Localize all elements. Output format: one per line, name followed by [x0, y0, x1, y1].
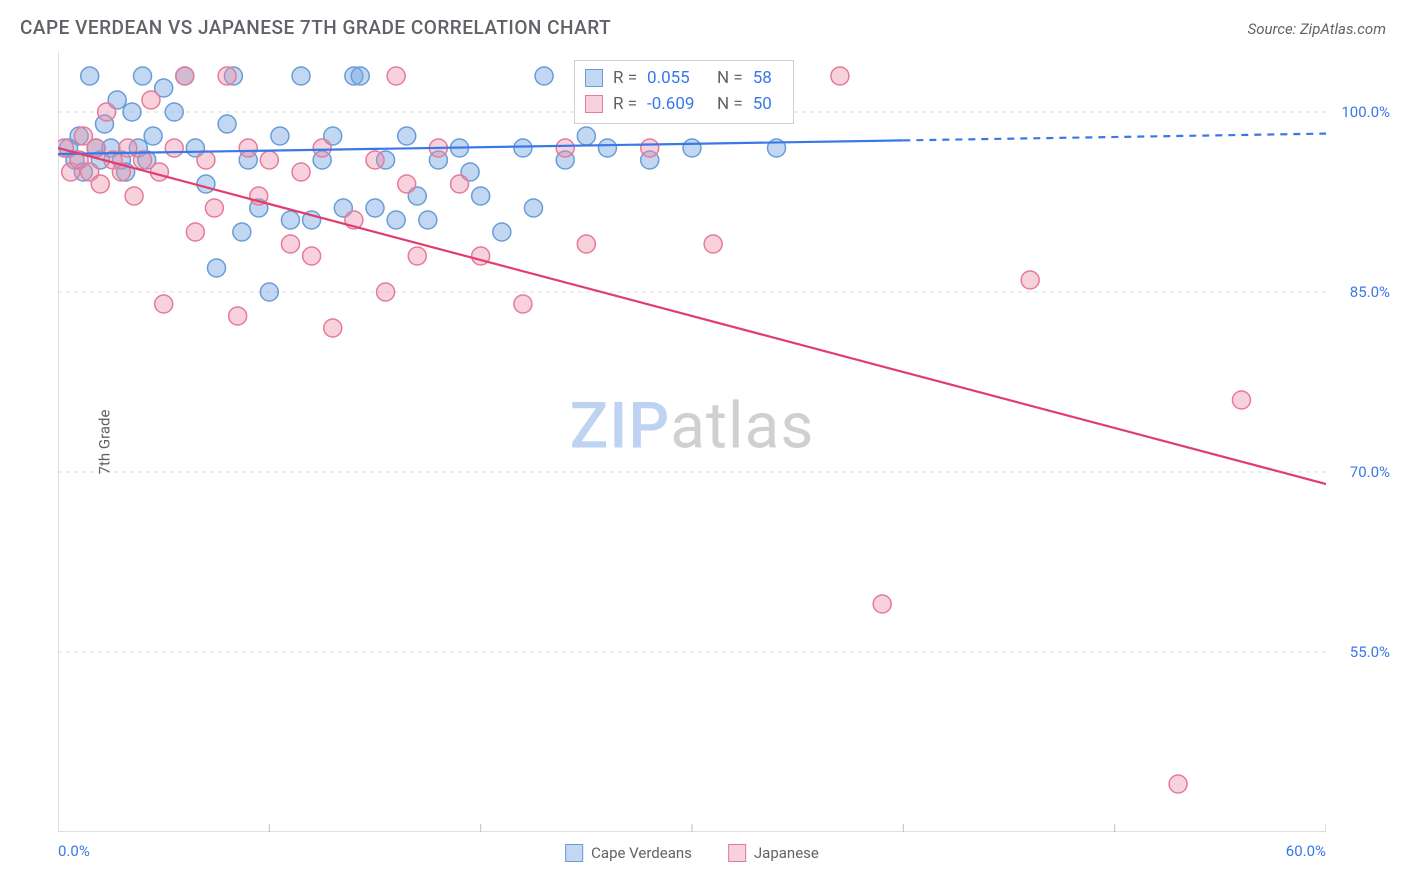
legend-bottom: Cape Verdeans Japanese	[565, 844, 819, 862]
chart-area: 7th Grade ZIPatlas R =0.055N =58R =-0.60…	[58, 52, 1326, 832]
chart-source: Source: ZipAtlas.com	[1248, 20, 1386, 38]
y-axis-title: 7th Grade	[95, 410, 113, 475]
x-tick-label: 0.0%	[58, 842, 90, 860]
legend-swatch	[565, 844, 583, 862]
legend-item-japanese: Japanese	[728, 844, 819, 862]
legend-label: Cape Verdeans	[591, 844, 692, 862]
legend-item-cape_verdeans: Cape Verdeans	[565, 844, 692, 862]
chart-title: CAPE VERDEAN VS JAPANESE 7TH GRADE CORRE…	[20, 16, 611, 39]
y-tick-label: 100.0%	[1341, 103, 1390, 121]
stats-row-japanese: R =-0.609N =50	[585, 91, 783, 117]
legend-swatch	[728, 844, 746, 862]
y-tick-label: 70.0%	[1350, 463, 1390, 481]
scatter-chart-svg	[58, 52, 1326, 832]
y-tick-label: 55.0%	[1350, 643, 1390, 661]
chart-header: CAPE VERDEAN VS JAPANESE 7TH GRADE CORRE…	[20, 16, 1386, 39]
stats-row-cape_verdeans: R =0.055N =58	[585, 65, 783, 91]
stats-swatch	[585, 69, 603, 87]
x-tick-label: 60.0%	[1286, 842, 1326, 860]
y-tick-label: 85.0%	[1350, 283, 1390, 301]
correlation-stats-box: R =0.055N =58R =-0.609N =50	[574, 60, 794, 124]
stats-swatch	[585, 95, 603, 113]
legend-label: Japanese	[754, 844, 819, 862]
